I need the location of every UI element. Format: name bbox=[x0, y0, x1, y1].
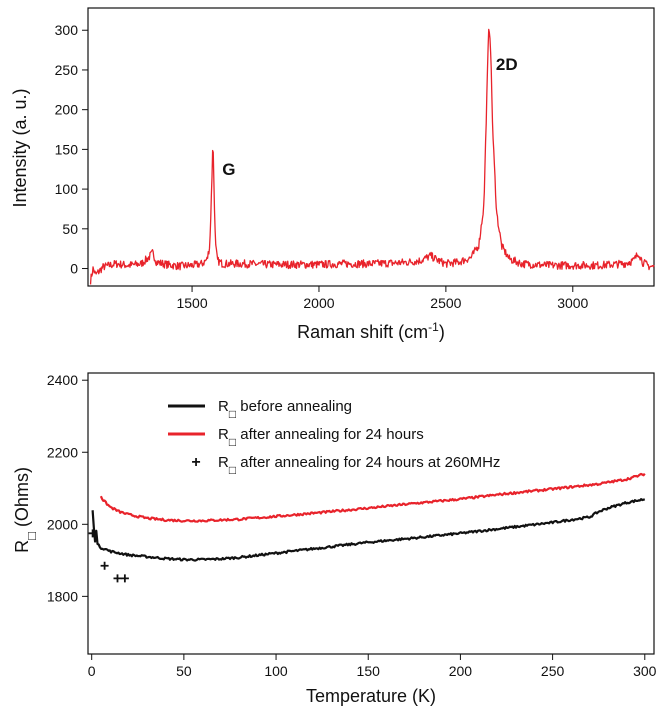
legend-swatch-260mhz: + bbox=[191, 454, 200, 471]
legend-label-after: R□ after annealing for 24 hours bbox=[218, 426, 424, 449]
resistance-y-tick-label: 2000 bbox=[47, 516, 78, 532]
raman-y-tick-label: 300 bbox=[55, 22, 79, 38]
legend-label-before: R□ before annealing bbox=[218, 398, 352, 421]
data-point-260mhz bbox=[100, 561, 109, 570]
raman-series-group bbox=[89, 28, 655, 285]
resistance-x-tick-label: 250 bbox=[541, 663, 565, 679]
raman-y-axis-title: Intensity (a. u.) bbox=[10, 88, 30, 207]
raman-x-axis-title: Raman shift (cm-1) bbox=[297, 320, 445, 342]
raman-series-line-0 bbox=[89, 28, 655, 285]
raman-spectrum-panel: 1500 2000 2500 3000 0 50 100 150 200 250 300 Inten… bbox=[10, 7, 655, 342]
raman-y-tick-label: 50 bbox=[62, 221, 78, 237]
raman-y-tick-label: 150 bbox=[55, 141, 79, 157]
resistance-series-line-1 bbox=[99, 472, 646, 523]
resistance-x-tick-label: 50 bbox=[176, 663, 192, 679]
resistance-panel: 0 50 100 150 200 250 300 1800 2000 2200 2400 R□ (O… bbox=[12, 372, 657, 706]
resistance-x-tick-label: 100 bbox=[264, 663, 288, 679]
raman-x-tick-label: 2500 bbox=[430, 295, 461, 311]
resistance-x-axis-title: Temperature (K) bbox=[306, 686, 436, 706]
resistance-series-group bbox=[88, 472, 646, 583]
resistance-plot-frame bbox=[87, 372, 655, 655]
resistance-y-tick-label: 1800 bbox=[47, 588, 78, 604]
data-point-260mhz bbox=[120, 574, 129, 583]
resistance-y-tick-label: 2400 bbox=[47, 372, 78, 388]
raman-y-tick-label: 250 bbox=[55, 62, 79, 78]
resistance-y-tick-label: 2200 bbox=[47, 444, 78, 460]
raman-x-tick-label: 2000 bbox=[303, 295, 334, 311]
legend: R□ before annealing R□ after annealing f… bbox=[168, 398, 500, 477]
resistance-x-tick-label: 150 bbox=[357, 663, 381, 679]
raman-y-tick-label: 100 bbox=[55, 181, 79, 197]
resistance-x-tick-label: 200 bbox=[449, 663, 473, 679]
resistance-x-tick-label: 0 bbox=[88, 663, 96, 679]
peak-label-2d: 2D bbox=[496, 55, 518, 74]
raman-peak-labels: G 2D bbox=[222, 55, 517, 179]
peak-label-g: G bbox=[222, 160, 235, 179]
raman-x-tick-label: 1500 bbox=[176, 295, 207, 311]
raman-x-tick-label: 3000 bbox=[557, 295, 588, 311]
raman-ticks-group: 1500 2000 2500 3000 0 50 100 150 200 250 300 bbox=[55, 22, 589, 311]
resistance-ticks-group: 0 50 100 150 200 250 300 1800 2000 2200 2400 bbox=[47, 372, 657, 679]
resistance-x-tick-label: 300 bbox=[633, 663, 657, 679]
data-point-260mhz bbox=[113, 574, 122, 583]
raman-plot-frame bbox=[87, 7, 655, 287]
legend-label-260mhz: R□ after annealing for 24 hours at 260MH… bbox=[218, 454, 500, 477]
raman-y-tick-label: 0 bbox=[70, 261, 78, 277]
data-point-260mhz bbox=[88, 529, 97, 538]
resistance-y-axis-title: R□ (Ohms) bbox=[12, 467, 39, 553]
raman-y-tick-label: 200 bbox=[55, 102, 79, 118]
resistance-series-line-0 bbox=[91, 498, 646, 562]
